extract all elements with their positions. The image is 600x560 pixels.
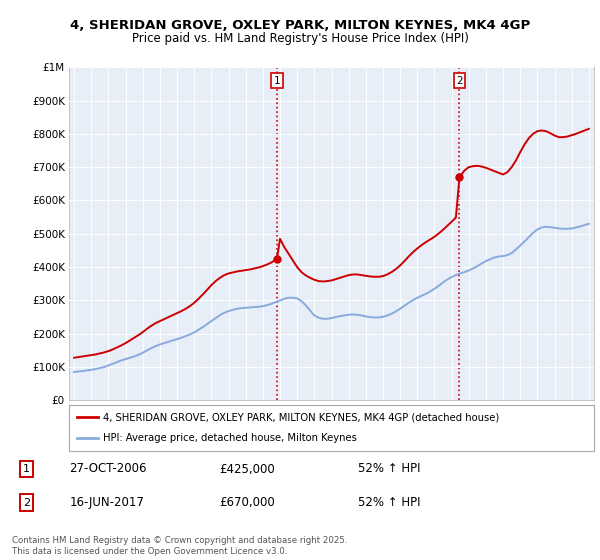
Text: 16-JUN-2017: 16-JUN-2017 — [70, 496, 145, 509]
Text: Contains HM Land Registry data © Crown copyright and database right 2025.
This d: Contains HM Land Registry data © Crown c… — [12, 536, 347, 556]
Text: 52% ↑ HPI: 52% ↑ HPI — [358, 496, 420, 509]
Text: HPI: Average price, detached house, Milton Keynes: HPI: Average price, detached house, Milt… — [103, 433, 357, 444]
Text: 52% ↑ HPI: 52% ↑ HPI — [358, 463, 420, 475]
Text: 4, SHERIDAN GROVE, OXLEY PARK, MILTON KEYNES, MK4 4GP (detached house): 4, SHERIDAN GROVE, OXLEY PARK, MILTON KE… — [103, 412, 499, 422]
Text: 2: 2 — [456, 76, 463, 86]
Text: 4, SHERIDAN GROVE, OXLEY PARK, MILTON KEYNES, MK4 4GP: 4, SHERIDAN GROVE, OXLEY PARK, MILTON KE… — [70, 19, 530, 32]
Text: 1: 1 — [23, 464, 30, 474]
Text: £670,000: £670,000 — [220, 496, 275, 509]
Text: £425,000: £425,000 — [220, 463, 275, 475]
Text: 1: 1 — [274, 76, 280, 86]
Text: Price paid vs. HM Land Registry's House Price Index (HPI): Price paid vs. HM Land Registry's House … — [131, 32, 469, 45]
Text: 27-OCT-2006: 27-OCT-2006 — [70, 463, 147, 475]
Text: 2: 2 — [23, 498, 30, 507]
